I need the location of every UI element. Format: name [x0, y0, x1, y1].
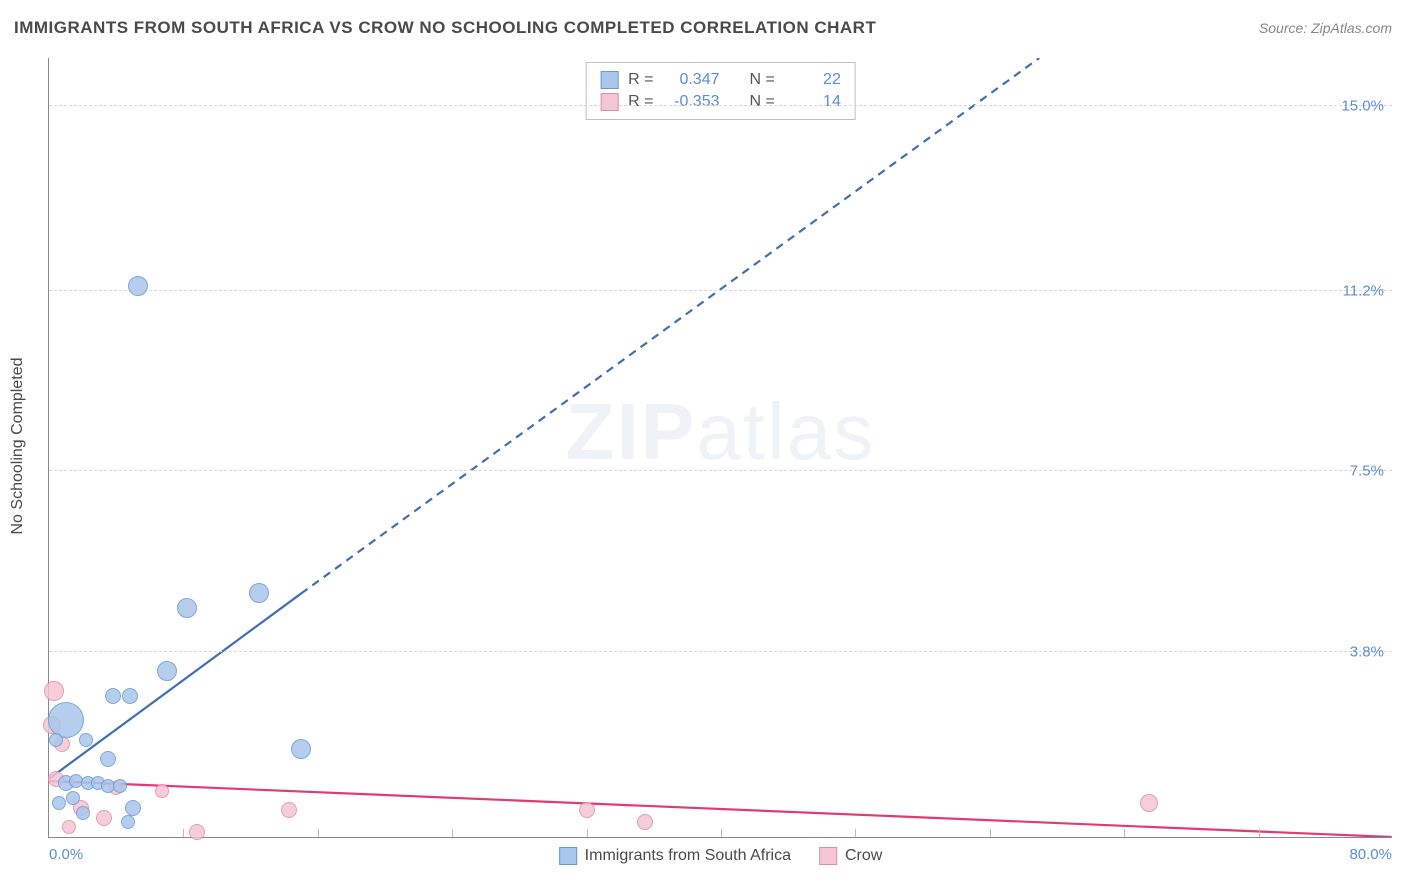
x-minor-tick [183, 829, 184, 837]
y-tick-label: 3.8% [1350, 643, 1384, 660]
x-axis-min-label: 0.0% [49, 846, 83, 863]
trend-lines-layer [49, 58, 1392, 837]
swatch-pink [600, 93, 618, 111]
x-minor-tick [855, 829, 856, 837]
data-point-blue [79, 733, 93, 747]
y-tick-label: 11.2% [1343, 283, 1384, 300]
data-point-pink [155, 784, 169, 798]
grid-line [49, 290, 1392, 291]
data-point-blue [52, 796, 66, 810]
grid-line [49, 470, 1392, 471]
data-point-blue [157, 661, 177, 681]
data-point-pink [44, 681, 64, 701]
grid-line [49, 651, 1392, 652]
chart-title: IMMIGRANTS FROM SOUTH AFRICA VS CROW NO … [14, 18, 876, 38]
data-point-blue [177, 598, 197, 618]
x-minor-tick [452, 829, 453, 837]
data-point-blue [125, 800, 141, 816]
x-minor-tick [990, 829, 991, 837]
chart-plot-area: ZIPatlas R = 0.347 N = 22 R = -0.353 N =… [48, 58, 1392, 838]
correlation-stats-box: R = 0.347 N = 22 R = -0.353 N = 14 [585, 62, 856, 120]
data-point-blue [66, 791, 80, 805]
x-minor-tick [318, 829, 319, 837]
x-minor-tick [1124, 829, 1125, 837]
x-minor-tick [587, 829, 588, 837]
data-point-blue [128, 276, 148, 296]
data-point-pink [62, 820, 76, 834]
legend-item-blue: Immigrants from South Africa [559, 847, 791, 865]
watermark: ZIPatlas [566, 386, 875, 478]
data-point-blue [249, 583, 269, 603]
y-axis-title: No Schooling Completed [9, 358, 27, 535]
stats-row-pink: R = -0.353 N = 14 [600, 91, 841, 113]
data-point-blue [76, 806, 90, 820]
data-point-blue [100, 751, 116, 767]
legend-item-pink: Crow [819, 847, 882, 865]
stats-row-blue: R = 0.347 N = 22 [600, 69, 841, 91]
data-point-pink [579, 802, 595, 818]
data-point-blue [291, 739, 311, 759]
x-minor-tick [721, 829, 722, 837]
source-credit: Source: ZipAtlas.com [1259, 20, 1392, 36]
data-point-pink [189, 824, 205, 840]
grid-line [49, 105, 1392, 106]
swatch-blue [600, 71, 618, 89]
y-tick-label: 15.0% [1341, 97, 1384, 114]
swatch-pink [819, 847, 837, 865]
y-tick-label: 7.5% [1350, 463, 1384, 480]
x-minor-tick [1259, 829, 1260, 837]
data-point-blue [113, 779, 127, 793]
data-point-blue [49, 733, 63, 747]
swatch-blue [559, 847, 577, 865]
data-point-blue [121, 815, 135, 829]
data-point-blue [122, 688, 138, 704]
x-axis-legend: Immigrants from South Africa Crow [559, 847, 883, 865]
data-point-pink [96, 810, 112, 826]
data-point-pink [637, 814, 653, 830]
data-point-pink [1140, 794, 1158, 812]
data-point-pink [281, 802, 297, 818]
x-axis-max-label: 80.0% [1349, 846, 1392, 863]
data-point-blue [105, 688, 121, 704]
